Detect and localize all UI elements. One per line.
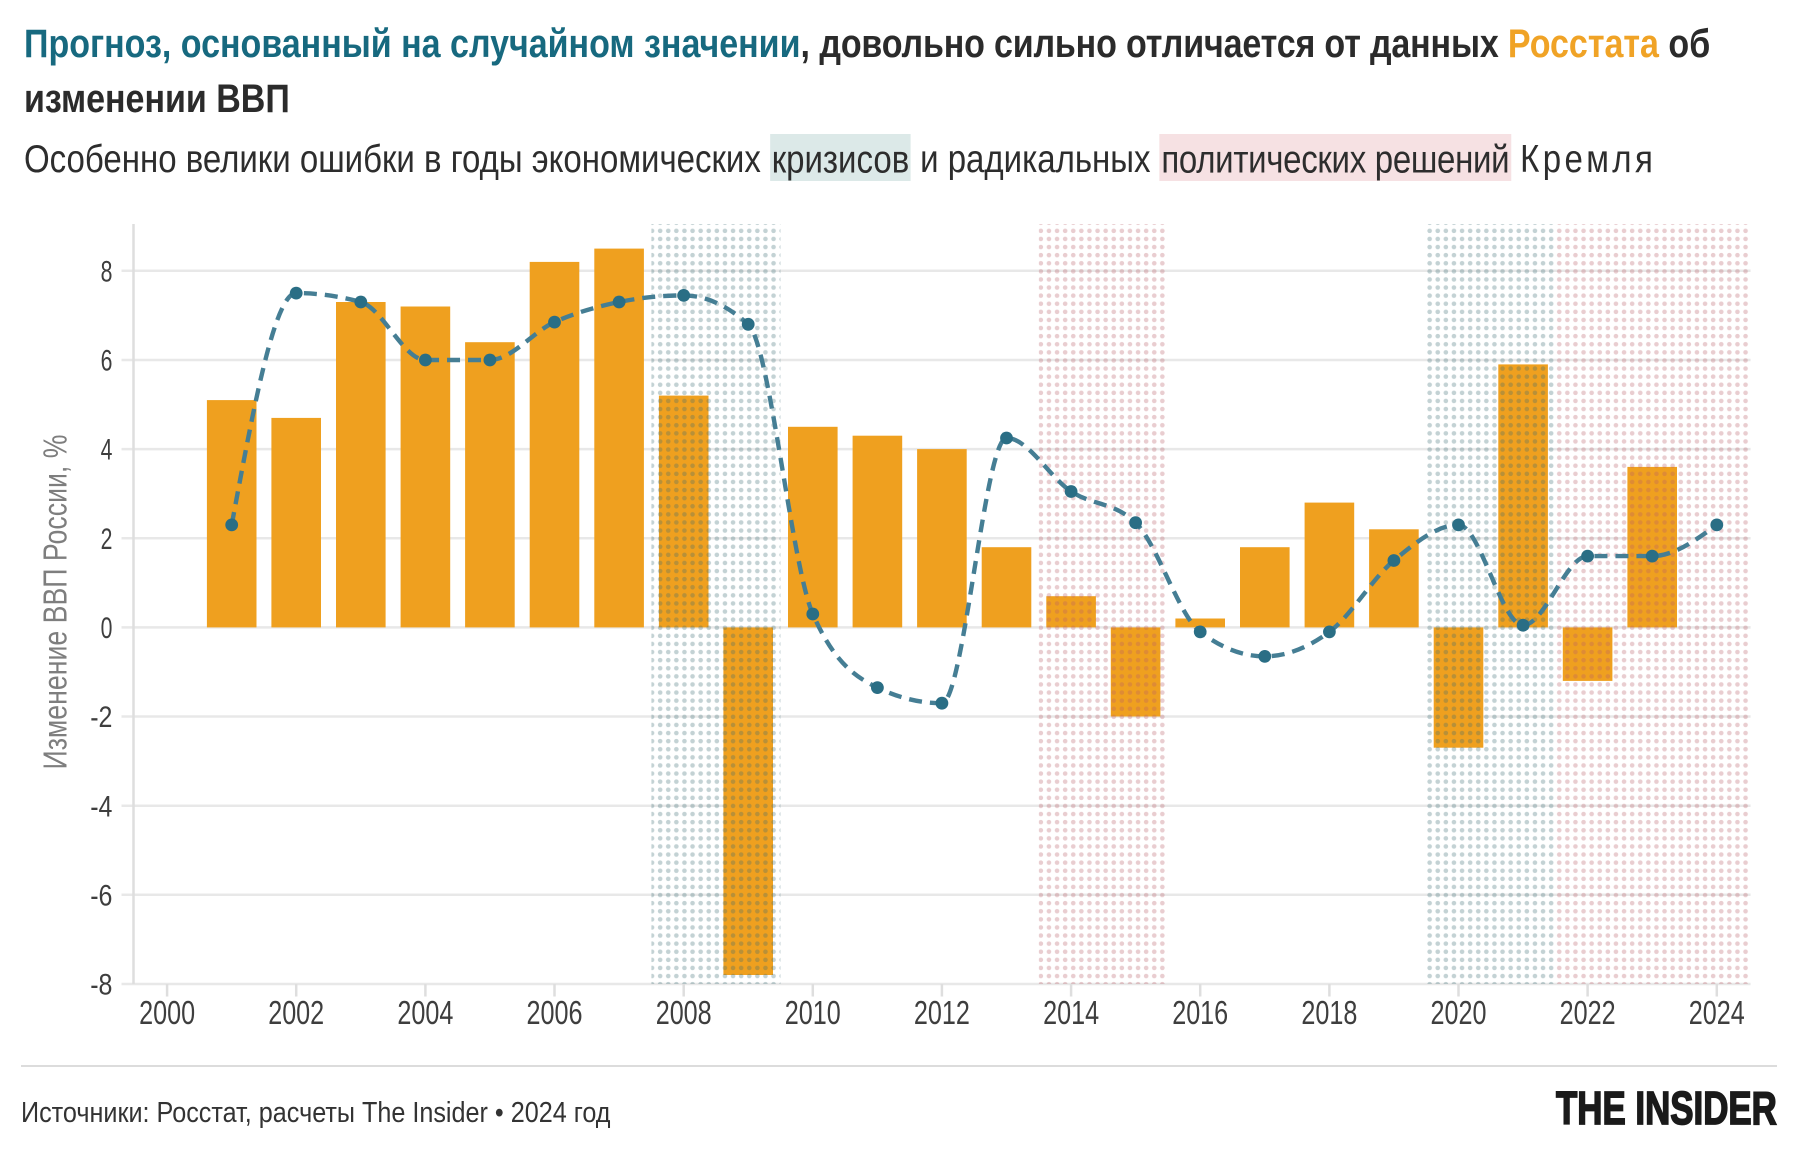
svg-text:2020: 2020 [1431,994,1487,1031]
svg-text:2016: 2016 [1172,994,1228,1031]
svg-text:6: 6 [101,345,113,378]
svg-text:2024: 2024 [1689,994,1745,1031]
svg-text:2006: 2006 [527,994,583,1031]
svg-text:2018: 2018 [1301,994,1357,1031]
svg-text:2012: 2012 [914,994,970,1031]
svg-text:4: 4 [101,434,113,467]
svg-text:2010: 2010 [785,994,841,1031]
svg-text:Изменение ВВП России, %: Изменение ВВП России, % [38,435,75,770]
svg-text:2014: 2014 [1043,994,1099,1031]
svg-text:0: 0 [101,612,113,645]
svg-text:2: 2 [101,523,113,556]
svg-text:2004: 2004 [397,994,453,1031]
svg-text:2002: 2002 [268,994,324,1031]
svg-text:-8: -8 [90,969,112,1002]
svg-text:8: 8 [101,255,113,288]
svg-text:2000: 2000 [139,994,195,1031]
svg-text:2008: 2008 [656,994,712,1031]
svg-text:2022: 2022 [1560,994,1616,1031]
svg-text:-6: -6 [90,879,112,912]
svg-text:-2: -2 [90,701,112,734]
svg-text:-4: -4 [90,790,112,823]
